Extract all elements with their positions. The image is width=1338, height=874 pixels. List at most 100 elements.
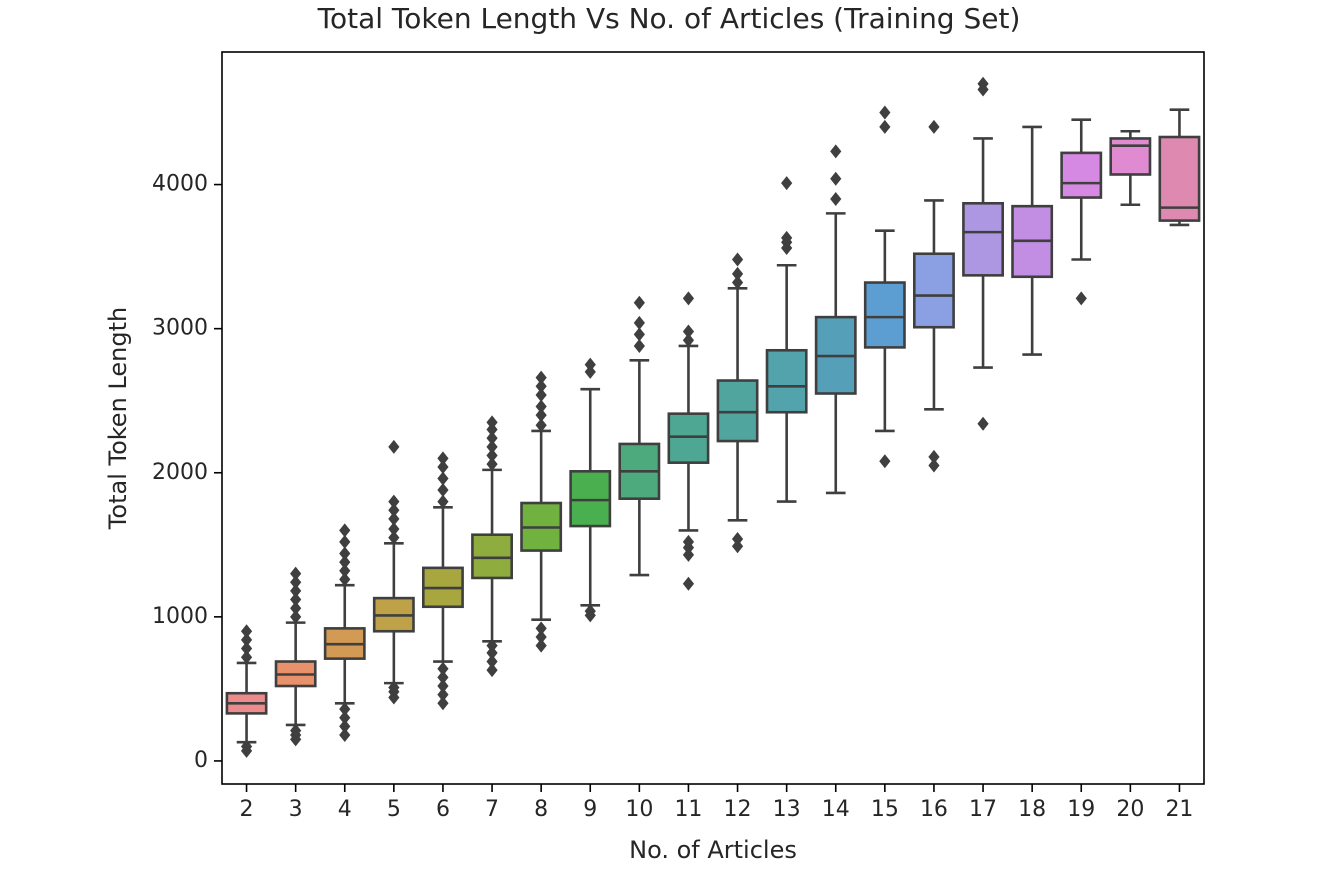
outlier-point (486, 431, 498, 446)
box-body (1109, 137, 1152, 176)
y-tick-label: 0 (194, 748, 208, 773)
y-tick-label: 3000 (152, 316, 208, 341)
outlier-point (388, 530, 400, 545)
box-group-14 (814, 144, 857, 495)
outlier-point (977, 416, 989, 431)
outlier-point (682, 534, 695, 549)
outlier-point (535, 418, 547, 433)
chart-title: Total Token Length Vs No. of Articles (T… (317, 2, 1021, 35)
outlier-point (682, 291, 695, 306)
box-group-17 (962, 76, 1004, 431)
outlier-point (977, 76, 989, 91)
outlier-point (682, 324, 695, 339)
x-axis-label: No. of Articles (629, 836, 797, 864)
box-group-13 (765, 176, 808, 503)
x-tick-label: 17 (969, 797, 997, 822)
y-tick-label: 2000 (152, 460, 208, 485)
outlier-point (437, 696, 449, 711)
x-tick-label: 14 (822, 797, 850, 822)
outlier-point (437, 687, 449, 702)
outlier-point (388, 680, 400, 695)
outlier-point (290, 723, 302, 738)
x-tick-label: 9 (583, 797, 597, 822)
x-tick-label: 7 (485, 797, 499, 822)
outlier-point (290, 609, 302, 624)
box-group-16 (913, 119, 955, 473)
outlier-point (290, 592, 302, 607)
outlier-point (535, 399, 547, 414)
outlier-point (339, 702, 351, 717)
x-tick-label: 18 (1018, 797, 1046, 822)
outlier-point (290, 583, 302, 598)
box-body (667, 412, 710, 464)
outlier-point (339, 534, 351, 549)
outlier-point (584, 604, 596, 619)
outlier-point (437, 494, 449, 509)
outlier-point (535, 638, 547, 653)
outlier-point (486, 645, 498, 660)
x-tick-label: 2 (240, 797, 254, 822)
y-axis-label: Total Token Length (104, 306, 132, 530)
box-group-9 (569, 357, 612, 623)
x-tick-label: 21 (1165, 797, 1193, 822)
outlier-point (682, 576, 695, 591)
outlier-point (633, 315, 645, 330)
x-tick-label: 6 (436, 797, 450, 822)
outlier-point (633, 295, 645, 310)
outlier-point (388, 511, 400, 526)
outlier-point (339, 555, 351, 570)
box-group-5 (372, 439, 415, 705)
outlier-point (535, 630, 547, 645)
outlier-point (830, 191, 842, 206)
x-tick-label: 13 (773, 797, 801, 822)
outlier-point (633, 327, 645, 342)
outlier-point (535, 621, 547, 636)
y-tick-label: 4000 (152, 172, 208, 197)
box-group-4 (323, 523, 366, 743)
outlier-point (437, 679, 449, 694)
outlier-point (486, 422, 498, 437)
box-group-6 (422, 451, 464, 711)
outlier-point (486, 439, 498, 454)
box-body (765, 348, 808, 414)
x-tick-label: 19 (1067, 797, 1095, 822)
outlier-point (781, 230, 793, 245)
outlier-point (486, 654, 498, 669)
outlier-point (731, 266, 744, 281)
x-tick-label: 10 (625, 797, 653, 822)
outlier-point (240, 624, 253, 639)
outlier-point (388, 503, 400, 518)
outlier-point (486, 415, 498, 430)
outlier-point (437, 459, 449, 474)
outlier-point (486, 457, 498, 472)
box-group-7 (471, 415, 513, 678)
outlier-point (731, 252, 744, 267)
box-group-8 (520, 370, 563, 653)
outlier-point (682, 333, 695, 348)
x-tick-label: 20 (1116, 797, 1144, 822)
outlier-point (388, 439, 400, 454)
outlier-point (830, 171, 842, 186)
outlier-point (830, 144, 842, 159)
outlier-point (535, 370, 547, 385)
outlier-point (388, 494, 400, 509)
box-body (863, 281, 906, 349)
outlier-point (633, 338, 645, 353)
box-body (569, 470, 612, 528)
outlier-point (290, 601, 302, 616)
x-tick-label: 15 (871, 797, 899, 822)
box-body (716, 379, 759, 443)
box-group-20 (1109, 129, 1152, 207)
box-group-2 (225, 624, 268, 758)
outlier-point (486, 448, 498, 463)
box-group-3 (274, 566, 317, 747)
box-body (913, 252, 955, 329)
outlier-point (339, 546, 351, 561)
outlier-point (339, 572, 351, 587)
x-tick-label: 3 (289, 797, 303, 822)
x-tick-label: 8 (534, 797, 548, 822)
box-body (1060, 151, 1103, 199)
outlier-point (339, 728, 351, 743)
outlier-point (339, 563, 351, 578)
